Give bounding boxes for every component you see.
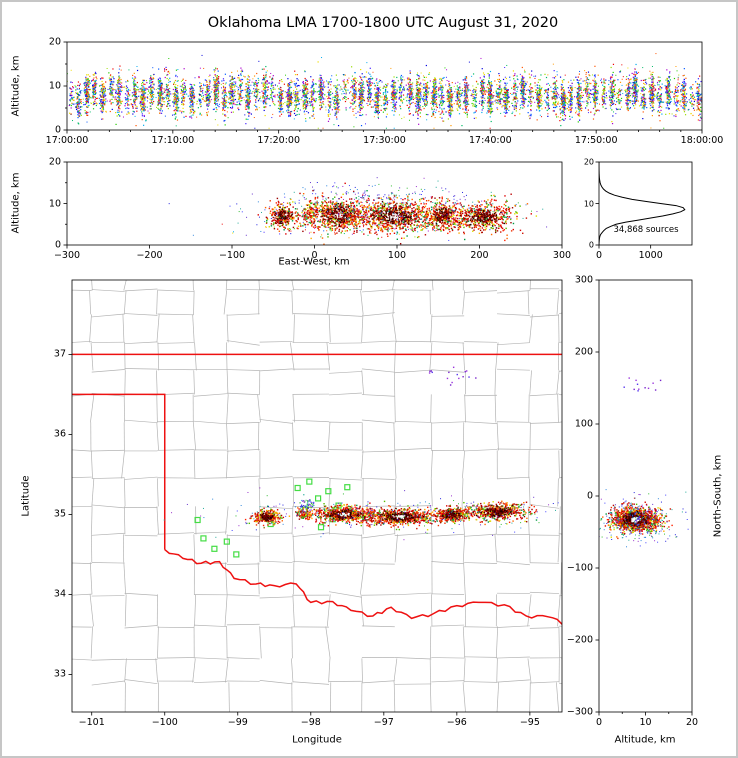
time-axis-tick: 17:20:00 (257, 135, 300, 146)
longitude-tick: −99 (227, 717, 248, 728)
ns-distance-tick: −100 (566, 562, 593, 574)
time-axis-tick: 18:00:00 (680, 135, 724, 146)
altitude-tick: 0 (54, 124, 61, 136)
time-axis-tick: 17:30:00 (363, 135, 406, 146)
altitude-tick: 20 (48, 156, 61, 168)
ns-distance-tick: 100 (574, 418, 593, 430)
altitude-tick: 20 (48, 36, 61, 48)
longitude-tick: −96 (446, 717, 467, 728)
longitude-tick: −97 (373, 717, 394, 728)
figure-title: Oklahoma LMA 1700-1800 UTC August 31, 20… (207, 15, 559, 31)
ew-axis-tick: 100 (387, 250, 407, 261)
altitude-tick: 10 (48, 198, 61, 209)
hist-count-tick: 0 (595, 250, 603, 261)
ew-axis-tick: −300 (53, 250, 81, 261)
ns-distance-tick: 200 (574, 346, 593, 358)
time-axis-tick: 17:50:00 (574, 135, 618, 146)
time-axis-tick: 17:40:00 (468, 135, 512, 146)
ew-height-xlabel: East-West, km (278, 256, 350, 268)
ew-axis-tick: 200 (470, 250, 489, 261)
ns-altitude-tick: 0 (595, 717, 603, 728)
latitude-tick: 36 (53, 428, 66, 440)
ew-height-ylabel: Altitude, km (10, 172, 22, 234)
hist-altitude-tick: 10 (583, 199, 594, 208)
ns-altitude-tick: 20 (685, 717, 699, 728)
hist-altitude-tick: 0 (588, 240, 594, 250)
source-count-annotation: 34,868 sources (613, 225, 679, 235)
time-height-ylabel: Altitude, km (10, 55, 22, 117)
hist-altitude-tick: 20 (583, 157, 594, 167)
ns-distance-tick: −300 (566, 706, 593, 718)
ns-height-ylabel: North-South, km (712, 454, 724, 538)
ns-height-xlabel: Altitude, km (614, 734, 676, 746)
longitude-tick: −101 (78, 717, 105, 728)
latitude-tick: 37 (53, 348, 66, 360)
ew-axis-tick: 0 (311, 250, 318, 261)
longitude-tick: −98 (300, 717, 321, 728)
plan-view-ylabel: Latitude (20, 475, 32, 517)
ew-axis-tick: −200 (136, 250, 163, 261)
longitude-tick: −95 (519, 717, 540, 728)
ns-distance-tick: 300 (574, 274, 593, 286)
latitude-tick: 35 (53, 508, 66, 520)
latitude-tick: 33 (53, 668, 66, 680)
ew-axis-tick: −100 (218, 250, 246, 261)
ns-altitude-tick: 10 (639, 717, 652, 728)
hist-count-tick: 1000 (638, 250, 663, 261)
altitude-tick: 10 (48, 80, 61, 92)
plan-view-xlabel: Longitude (292, 734, 342, 746)
time-axis-tick: 17:00:00 (45, 135, 89, 146)
longitude-tick: −100 (151, 717, 178, 728)
ns-distance-tick: −200 (566, 634, 593, 646)
latitude-tick: 34 (53, 588, 66, 600)
time-axis-tick: 17:10:00 (151, 135, 195, 146)
ns-distance-tick: 0 (586, 490, 593, 502)
altitude-tick: 0 (54, 239, 61, 251)
ew-axis-tick: 300 (552, 250, 572, 261)
